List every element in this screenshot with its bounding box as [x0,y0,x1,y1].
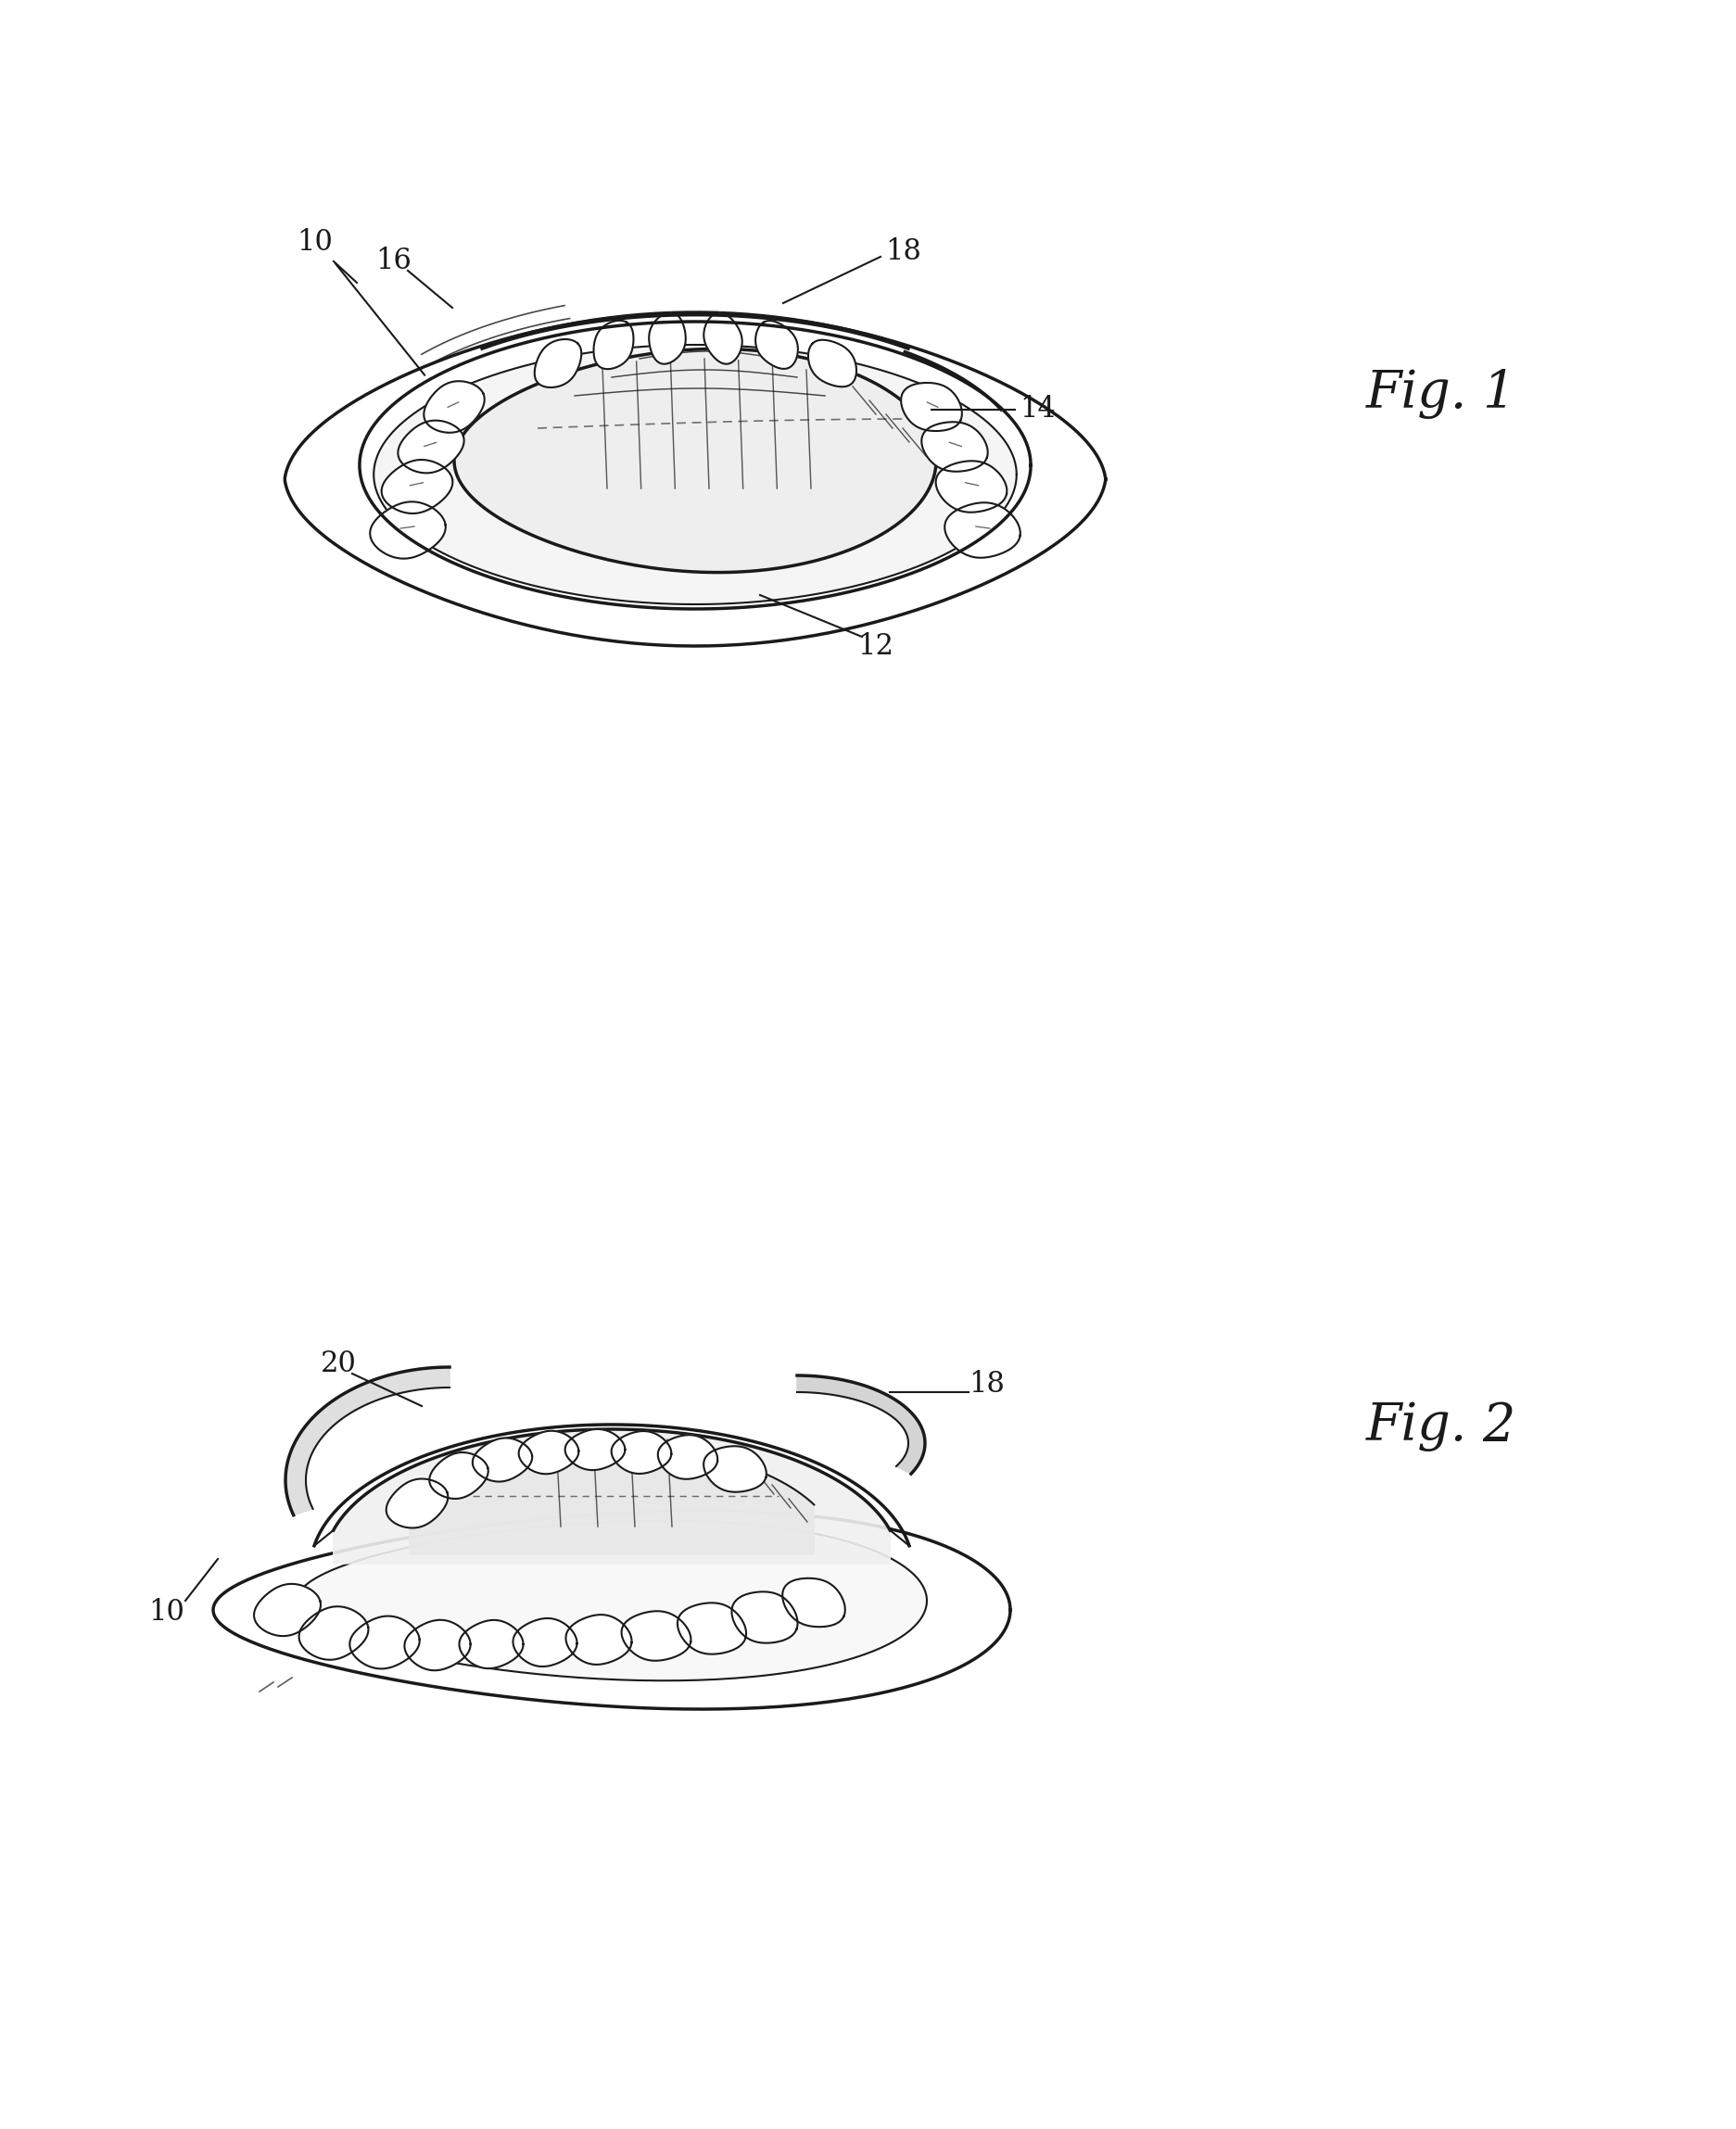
Polygon shape [410,1446,814,1554]
Polygon shape [472,1437,531,1482]
Polygon shape [611,1431,672,1473]
Polygon shape [731,1592,797,1644]
Polygon shape [807,341,856,387]
Polygon shape [373,345,1016,605]
Polygon shape [755,321,797,368]
Polygon shape [253,1584,321,1635]
Polygon shape [458,1620,523,1669]
Polygon shape [299,1607,368,1661]
Polygon shape [285,313,1106,645]
Polygon shape [349,1616,420,1669]
Polygon shape [901,383,962,430]
Polygon shape [566,1614,632,1665]
Polygon shape [453,349,936,573]
Polygon shape [535,339,582,387]
Polygon shape [658,1435,717,1480]
Text: 18: 18 [969,1371,1005,1399]
Polygon shape [519,1431,578,1473]
Polygon shape [512,1618,576,1667]
Polygon shape [922,422,988,471]
Text: 20: 20 [319,1350,356,1380]
Text: 18: 18 [885,238,922,266]
Text: 14: 14 [1019,396,1055,424]
Polygon shape [214,1512,1010,1710]
Text: Fig. 1: Fig. 1 [1366,368,1516,419]
Text: 10: 10 [297,228,333,258]
Polygon shape [797,1375,925,1473]
Polygon shape [429,1452,488,1499]
Polygon shape [333,1429,889,1563]
Polygon shape [424,381,484,432]
Polygon shape [677,1603,746,1654]
Polygon shape [703,1446,766,1492]
Polygon shape [649,313,686,364]
Polygon shape [385,1480,448,1529]
Polygon shape [594,321,634,368]
Text: 12: 12 [858,632,894,660]
Polygon shape [621,1612,691,1661]
Text: 10: 10 [149,1597,184,1627]
Text: Fig. 2: Fig. 2 [1366,1401,1516,1452]
Polygon shape [297,1520,927,1680]
Polygon shape [564,1429,625,1471]
Polygon shape [404,1620,470,1671]
Text: 16: 16 [375,247,411,277]
Polygon shape [382,460,453,513]
Polygon shape [370,502,446,558]
Polygon shape [944,502,1019,558]
Polygon shape [936,460,1007,513]
Polygon shape [703,313,741,364]
Polygon shape [781,1578,845,1627]
Polygon shape [285,1367,450,1516]
Polygon shape [398,419,464,473]
